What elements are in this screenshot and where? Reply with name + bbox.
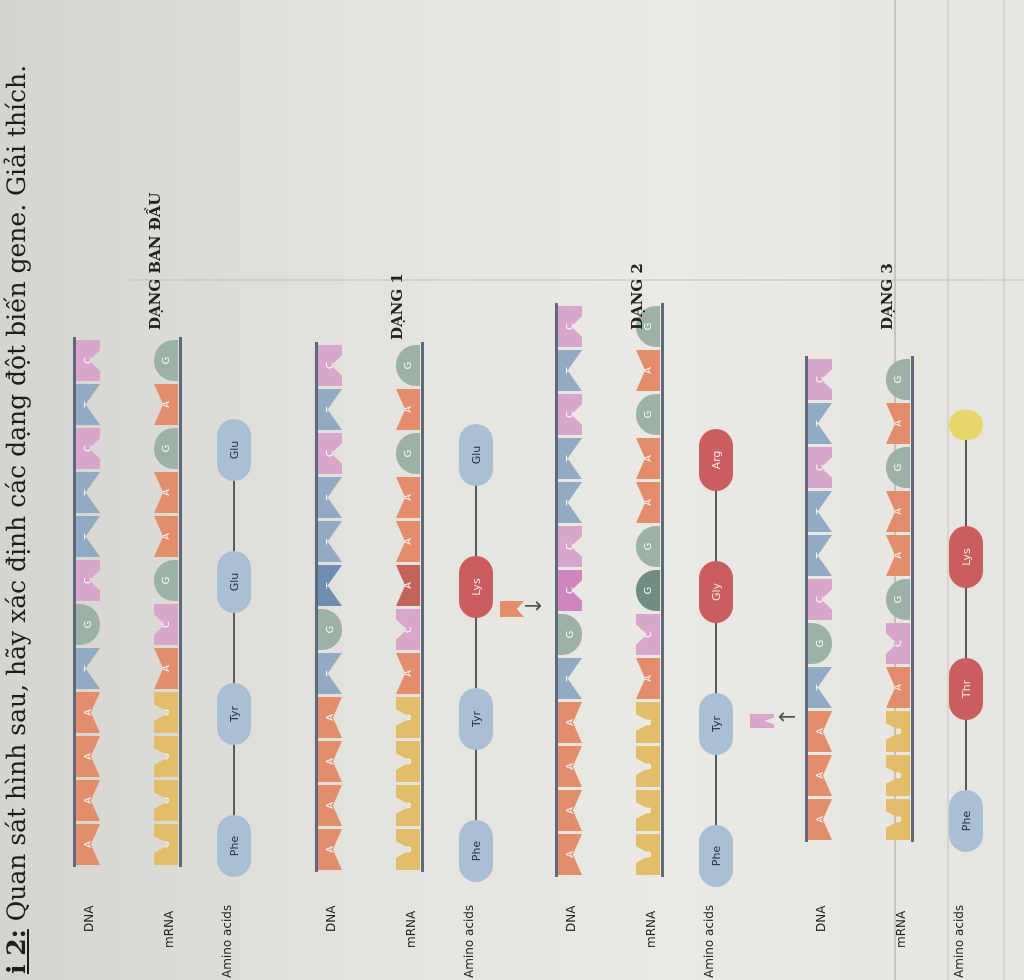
mutation-form-label: DẠNG 2	[628, 263, 646, 330]
dna-backbone	[555, 303, 558, 877]
amino-acid: Tyr	[459, 688, 493, 750]
row-label-amino: Amino acids	[702, 904, 716, 978]
mrna-backbone	[179, 337, 182, 867]
amino-acid: Glu	[459, 424, 493, 486]
amino-acid: Lys	[459, 556, 493, 618]
row-label-mrna: mRNA	[162, 910, 176, 948]
row-label-dna: DNA	[564, 905, 578, 932]
dna-backbone	[315, 342, 318, 872]
amino-acid: Phe	[949, 790, 983, 852]
amino-acid: Arg	[699, 429, 733, 491]
amino-acid: Tyr	[217, 683, 251, 745]
peptide-bond-line	[233, 451, 235, 847]
amino-acid: Phe	[217, 815, 251, 877]
stop-codon-block	[949, 410, 983, 440]
mutation-form-label: DẠNG 3	[878, 263, 896, 330]
amino-acid: Glu	[217, 551, 251, 613]
row-label-dna: DNA	[324, 905, 338, 932]
amino-acid: Thr	[949, 658, 983, 720]
row-label-dna: DNA	[82, 905, 96, 932]
deletion-arrow-icon: ↑	[776, 707, 801, 726]
question-number: i 2:	[2, 929, 31, 974]
row-label-mrna: mRNA	[894, 910, 908, 948]
row-label-dna: DNA	[814, 905, 828, 932]
mutation-form-label: DẠNG BAN ĐẦU	[146, 192, 164, 330]
peptide-bond-line	[715, 461, 717, 857]
mutation-form-label: DẠNG 1	[388, 273, 406, 340]
amino-acid: Glu	[217, 419, 251, 481]
row-label-amino: Amino acids	[952, 904, 966, 978]
peptide-bond-line	[475, 456, 477, 852]
mrna-backbone	[421, 342, 424, 872]
question-text: Quan sát hình sau, hãy xác định các dạng…	[2, 64, 31, 922]
mrna-backbone	[911, 356, 914, 842]
row-label-mrna: mRNA	[644, 910, 658, 948]
peptide-bond-line	[965, 426, 967, 822]
amino-acid: Tyr	[699, 693, 733, 755]
amino-acid: Lys	[949, 526, 983, 588]
amino-acid: Gly	[699, 561, 733, 623]
amino-acid: Phe	[699, 825, 733, 887]
row-label-amino: Amino acids	[220, 904, 234, 978]
question-title: i 2: Quan sát hình sau, hãy xác định các…	[2, 14, 31, 974]
row-label-amino: Amino acids	[462, 904, 476, 978]
row-label-mrna: mRNA	[404, 910, 418, 948]
dna-backbone	[73, 337, 76, 867]
mrna-backbone	[661, 303, 664, 877]
amino-acid: Phe	[459, 820, 493, 882]
dna-backbone	[805, 356, 808, 842]
insertion-arrow-icon: ↓	[522, 596, 547, 615]
